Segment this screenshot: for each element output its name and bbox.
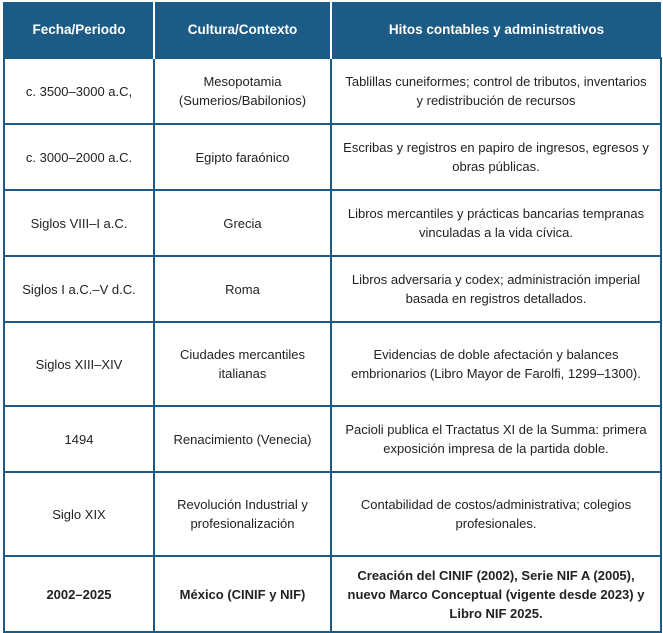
table-header: Fecha/Periodo Cultura/Contexto Hitos con… [3,2,661,58]
cell-culture: México (CINIF y NIF) [153,555,332,633]
cell-culture: Mesopotamia (Sumerios/Babilonios) [153,57,332,125]
header-culture: Cultura/Contexto [153,2,331,58]
header-period: Fecha/Periodo [3,2,154,58]
table-row: 2002–2025 México (CINIF y NIF) Creación … [3,555,662,633]
table-row: Siglo XIX Revolución Industrial y profes… [3,471,662,557]
cell-milestone: Escribas y registros en papiro de ingres… [330,123,662,191]
cell-milestone: Contabilidad de costos/administrativa; c… [330,471,662,557]
cell-culture: Grecia [153,189,332,257]
cell-culture: Egipto faraónico [153,123,332,191]
cell-milestone: Creación del CINIF (2002), Serie NIF A (… [330,555,662,633]
cell-milestone: Libros adversaria y codex; administració… [330,255,662,323]
table-row: Siglos XIII–XIV Ciudades mercantiles ita… [3,321,662,407]
cell-period: Siglos XIII–XIV [3,321,155,407]
cell-period: Siglos I a.C.–V d.C. [3,255,155,323]
cell-culture: Renacimiento (Venecia) [153,405,332,473]
cell-milestone: Pacioli publica el Tractatus XI de la Su… [330,405,662,473]
cell-period: c. 3000–2000 a.C. [3,123,155,191]
table-body: c. 3500–3000 a.C, Mesopotamia (Sumerios/… [3,57,662,633]
table-row: c. 3500–3000 a.C, Mesopotamia (Sumerios/… [3,57,662,125]
table-row: Siglos I a.C.–V d.C. Roma Libros adversa… [3,255,662,323]
cell-culture: Roma [153,255,332,323]
cell-culture: Revolución Industrial y profesionalizaci… [153,471,332,557]
cell-period: Siglo XIX [3,471,155,557]
table-row: Siglos VIII–I a.C. Grecia Libros mercant… [3,189,662,257]
cell-period: 2002–2025 [3,555,155,633]
accounting-history-table: Fecha/Periodo Cultura/Contexto Hitos con… [3,2,662,633]
cell-period: Siglos VIII–I a.C. [3,189,155,257]
cell-milestone: Evidencias de doble afectación y balance… [330,321,662,407]
cell-milestone: Libros mercantiles y prácticas bancarias… [330,189,662,257]
cell-period: 1494 [3,405,155,473]
cell-period: c. 3500–3000 a.C, [3,57,155,125]
cell-milestone: Tablillas cuneiformes; control de tribut… [330,57,662,125]
table-row: c. 3000–2000 a.C. Egipto faraónico Escri… [3,123,662,191]
table-row: 1494 Renacimiento (Venecia) Pacioli publ… [3,405,662,473]
header-milestones: Hitos contables y administrativos [330,2,661,58]
cell-culture: Ciudades mercantiles italianas [153,321,332,407]
header-row: Fecha/Periodo Cultura/Contexto Hitos con… [3,2,661,58]
